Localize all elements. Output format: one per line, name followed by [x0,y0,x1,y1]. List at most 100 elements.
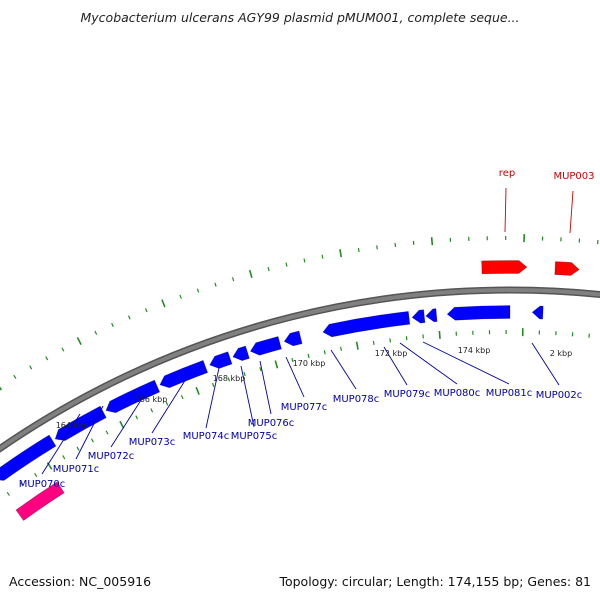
gene-label-MUP077c[interactable]: MUP077c [281,402,328,413]
label-layer: rep MUP003 MUP070c MUP071c MUP072c MUP073c MUP… [19,168,595,490]
leader-MUP080c [399,342,458,385]
leader-MUP076c [259,360,272,415]
gene-MUP003[interactable] [554,261,580,276]
topology-summary: Topology: circular; Length: 174,155 bp; … [279,574,591,589]
gene-label-MUP003[interactable]: MUP003 [553,171,594,182]
leader-MUP002c [531,342,560,386]
outer-tick [0,386,3,391]
leader-MUP078c [330,349,357,390]
leader-MUP070c [41,413,81,475]
gene-MUP070c[interactable] [0,434,57,481]
gene-label-MUP072c[interactable]: MUP072c [88,451,135,462]
inner-tick [227,377,231,382]
gene-misc-feature[interactable] [15,481,65,521]
map-title: Mycobacterium ulcerans AGY99 plasmid pMU… [80,10,520,25]
gene-MUP075c[interactable] [232,345,250,362]
leader-MUP071c [75,405,104,460]
backbone [0,286,600,453]
inner-tick [259,367,262,372]
outer-tick [231,277,235,282]
gene-label-MUP075c[interactable]: MUP075c [231,431,278,442]
gene-MUP081c[interactable] [446,305,511,321]
outer-tick [267,267,270,272]
outer-tick [13,374,17,379]
outer-tick [196,288,200,293]
gene-label-MUP073c[interactable]: MUP073c [129,437,176,448]
inner-tick [20,482,24,487]
inner-tick [243,371,246,377]
inner-tick [150,408,154,413]
inner-tick [211,382,215,388]
scale-label: 168 kbp [213,374,246,383]
outer-tick [111,322,114,328]
accession-text: Accession: NC_005916 [9,574,152,589]
outer-tick [161,299,166,308]
outer-tick [321,254,324,259]
outer-tick [179,294,182,299]
outer-tick [45,356,49,361]
gene-MUP080c[interactable] [425,308,438,323]
inner-tick [165,401,169,406]
feature-layer [0,260,580,521]
leader-MUP072c [110,396,144,448]
gene-label-MUP070c[interactable]: MUP070c [19,479,66,490]
outer-tick [94,330,98,335]
outer-tick [357,248,360,253]
gene-MUP073c[interactable] [159,360,209,389]
inner-tick [438,330,441,339]
gene-MUP071c[interactable] [54,405,107,441]
outer-tick [144,308,148,313]
leader-MUP073c [151,378,187,434]
leader-MUP074c [205,367,220,429]
gene-label-rep[interactable]: rep [499,168,515,179]
inner-tick [180,395,184,400]
gene-label-MUP081c[interactable]: MUP081c [486,388,533,399]
inner-tick-ring [6,328,590,496]
gene-MUP074c[interactable] [209,351,233,369]
outer-tick [285,262,288,267]
outer-tick [376,245,378,250]
inner-tick [340,346,342,351]
inner-tick [6,491,11,496]
gene-MUP079c[interactable] [411,309,426,324]
gene-MUP076c[interactable] [249,336,282,356]
inner-tick [105,430,109,435]
inner-tick [76,446,80,451]
inner-tick [291,357,294,363]
inner-tick [135,415,139,420]
gene-label-MUP074c[interactable]: MUP074c [183,431,230,442]
leader-MUP003 [569,190,574,234]
gene-MUP002c[interactable] [531,305,544,320]
gene-rep[interactable] [481,260,528,275]
gene-label-MUP078c[interactable]: MUP078c [333,394,380,405]
inner-tick [34,473,38,478]
gene-label-MUP079c[interactable]: MUP079c [384,389,431,400]
label-leaders [41,187,574,475]
gene-label-MUP080c[interactable]: MUP080c [434,388,481,399]
inner-tick [307,353,310,359]
outer-tick [214,282,217,287]
inner-tick [389,338,392,343]
scale-label: 172 kbp [375,349,408,358]
gene-MUP077c[interactable] [283,330,303,347]
inner-tick [90,438,94,443]
outer-tick [127,315,131,320]
inner-tick [195,386,200,395]
gene-label-MUP071c[interactable]: MUP071c [53,464,100,475]
inner-tick [119,420,125,429]
leader-rep [504,187,507,233]
inner-tick [274,360,279,369]
outer-tick [303,258,306,263]
gene-MUP072c[interactable] [105,379,161,414]
inner-tick [323,350,326,355]
inner-tick [372,340,375,345]
backbone-arc [0,288,600,452]
gene-label-MUP002c[interactable]: MUP002c [536,390,583,401]
scale-label: 166 kbp [135,395,168,404]
outer-tick [248,269,253,279]
outer-tick-ring [0,234,599,391]
leader-MUP075c [240,365,255,428]
gene-MUP078c[interactable] [322,311,411,338]
gene-label-MUP076c[interactable]: MUP076c [248,418,295,429]
